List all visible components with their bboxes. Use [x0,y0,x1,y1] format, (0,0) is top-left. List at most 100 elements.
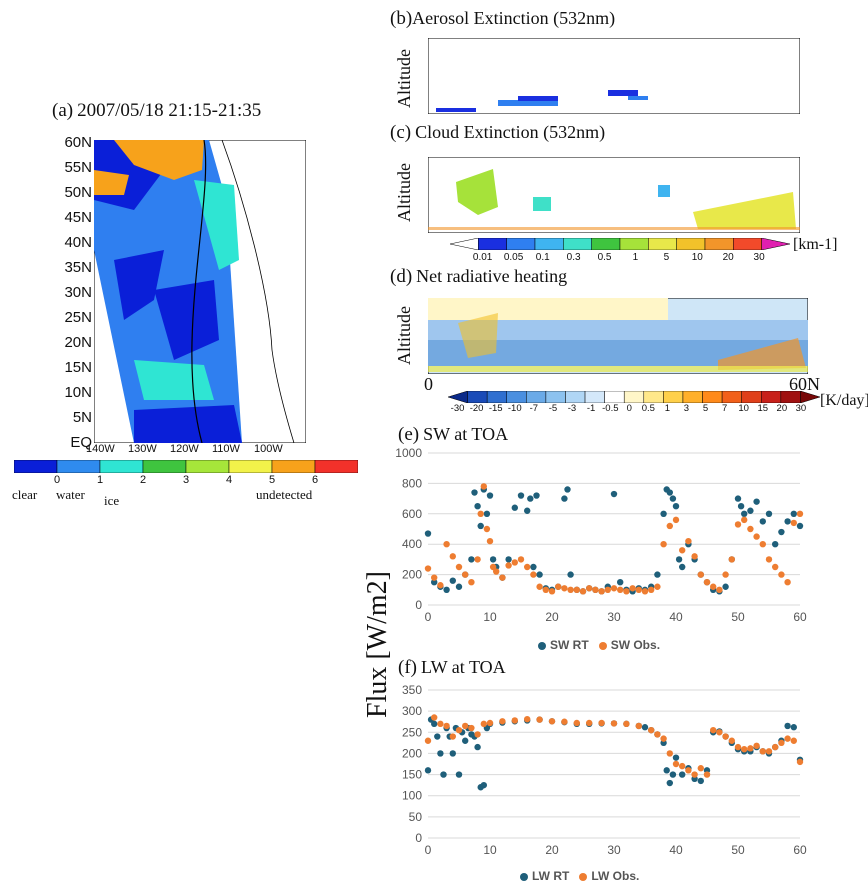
obs-data-point [772,743,779,751]
obs-data-point [685,537,692,545]
colorbar-tick: 10 [738,403,749,414]
rt-data-point [524,507,531,514]
rt-data-point [796,522,804,530]
colorbar-segment [800,391,820,403]
obs-data-point [449,733,456,740]
panel-d-label: (d) [390,266,413,287]
rt-data-point [536,571,543,578]
obs-data-point [468,724,475,732]
heating-colorbar-units: [K/day] [820,392,868,409]
colorbar-segment [591,238,621,250]
y-tick-label: 50 [409,810,423,824]
obs-data-point [592,586,599,593]
obs-data-point [455,726,463,734]
rt-data-point [449,577,456,584]
colorbar-tick: 15 [757,403,769,414]
obs-data-point [660,541,667,548]
obs-data-point [586,719,593,727]
y-tick-label: 0 [415,598,422,612]
colorbar-segment [648,238,677,250]
rt-data-point [449,750,456,757]
obs-data-point [536,583,543,590]
rt-data-point [772,541,779,548]
obs-data-point [679,762,686,770]
obs-data-point [697,765,704,772]
obs-data-point [703,771,711,778]
obs-data-point [759,541,766,548]
latitude-tick: 45N [64,209,92,226]
colorbar-tick: 3 [683,403,690,414]
obs-data-point [691,553,698,560]
panel-f-label: (f) [398,657,417,678]
obs-data-point [424,737,432,744]
obs-data-point [765,748,773,755]
rt-data-point [617,579,624,586]
colorbar-segment [643,391,664,403]
x-tick-label: 10 [483,843,497,857]
rt-data-point [517,492,525,499]
panel-e-label: (e) [398,424,420,445]
heating-colorbar [448,391,820,403]
sw-rt-legend-marker [538,641,546,650]
obs-data-point [499,718,506,725]
obs-data-point [710,583,717,590]
swath-clear-region-4 [134,405,242,443]
heating-colorbar-ticks: -30 -20 -15 -10 -7 -5 -3 -1 -0.5 0 0.5 1 3 5 7 10 15 20 30 [448,403,820,415]
x-tick-label: 60 [793,610,807,624]
y-tick-label: 300 [402,704,422,718]
obs-data-point [778,739,785,747]
panel-c-title-text: Cloud Extinction (532nm) [415,122,606,142]
panel-e-title: (e) SW at TOA [398,424,508,446]
obs-data-point [685,767,692,774]
panel-b-ylabel: Altitude [394,49,414,108]
swath-clear-region-3 [154,280,219,360]
obs-data-point [548,588,556,595]
obs-data-point [772,563,779,571]
colorbar-segment [604,391,625,403]
colorbar-segment [506,238,536,250]
aerosol-layer [518,96,558,101]
obs-data-point [431,714,438,721]
x-tick-label: 0 [425,843,432,857]
lw-obs-legend-marker [579,872,588,881]
rt-data-point [530,563,537,571]
colorbar-segment [619,238,649,250]
rt-data-point [431,720,438,728]
latitude-tick: EQ [70,434,92,451]
panel-f-title-text: LW at TOA [420,657,506,677]
aerosol-layer [498,100,558,106]
rt-data-point [666,489,673,496]
panel-d-axis-left: 0 [424,374,433,394]
obs-data-point [741,516,748,524]
colorbar-segment [623,391,645,403]
rt-data-point [480,781,487,789]
colorbar-segment [478,238,507,250]
latitude-tick: 35N [64,259,92,276]
longitude-tick: 120W [170,443,199,455]
rt-data-point [679,563,686,571]
obs-data-point [666,750,673,757]
swath-ice-region [134,360,214,400]
rt-data-point [734,495,742,502]
obs-data-point [679,547,686,554]
obs-data-point [703,579,711,586]
obs-data-point [524,715,531,723]
panel-b-frame [428,38,800,114]
obs-data-point [610,720,618,727]
colorbar-tick: 1 [632,252,639,263]
rt-data-point [443,586,450,593]
obs-data-point [567,586,574,593]
aerosol-layer [628,96,648,100]
colorbar-segment [761,238,790,250]
obs-data-point [536,716,543,723]
y-tick-label: 600 [402,507,422,521]
obs-data-point [660,735,667,742]
obs-data-point [710,726,717,734]
boundary-layer-cloud [428,227,800,230]
colorbar-tick: 0.5 [597,252,612,263]
obs-data-point [648,586,655,593]
swath-ice-region-2 [194,180,239,270]
rt-data-point [784,722,791,730]
panel-b-title-text: Aerosol Extinction (532nm) [412,8,616,28]
class-label-water: water [56,487,85,502]
